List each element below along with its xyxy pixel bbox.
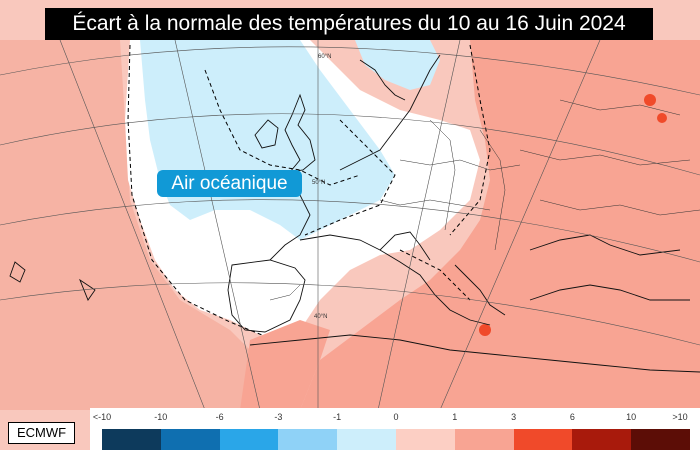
legend-tick: 6 [569, 412, 575, 422]
annotation-badge: Air océanique [157, 170, 302, 197]
legend-tick: -3 [274, 412, 283, 422]
eastern-warm-area [300, 40, 700, 410]
hot-spot-sicily [479, 324, 491, 336]
legend-tick: 3 [511, 412, 517, 422]
legend-tick: >10 [672, 412, 688, 422]
legend-swatch-3 [278, 429, 338, 450]
map-title: Écart à la normale des températures du 1… [45, 8, 653, 40]
legend-tick: -1 [333, 412, 342, 422]
legend-tick: <-10 [92, 412, 112, 422]
legend-swatch-6 [454, 429, 514, 450]
latitude-label-50: 50°N [312, 180, 325, 186]
legend-tick: 0 [393, 412, 399, 422]
legend-swatch-7 [513, 429, 573, 450]
latitude-label-60: 60°N [318, 54, 331, 60]
legend-tick: 1 [452, 412, 458, 422]
color-legend: <-10 -10 -6 -3 -1 0 1 3 6 10 >10 [90, 408, 700, 450]
legend-tick: 10 [626, 412, 637, 422]
legend-tick: -10 [154, 412, 168, 422]
legend-swatch-8 [572, 429, 632, 450]
graticule [0, 39, 700, 411]
legend-swatch-2 [219, 429, 279, 450]
legend-swatch-0 [102, 429, 161, 450]
legend-tick: -6 [215, 412, 224, 422]
country-borders [269, 99, 700, 301]
legend-swatch-4 [337, 429, 396, 450]
north-africa-warm-area [240, 320, 330, 410]
hot-spot-russia-2 [657, 113, 667, 123]
cool-anomaly-scandinavia [355, 40, 440, 90]
anomaly-contours [127, 44, 491, 336]
atlantic-warm-area [0, 40, 260, 410]
legend-swatches [102, 429, 690, 450]
hot-spot-russia-1 [644, 94, 656, 106]
latitude-label-40: 40°N [314, 314, 327, 320]
legend-swatch-1 [160, 429, 220, 450]
legend-swatch-9 [631, 429, 690, 450]
legend-swatch-5 [395, 429, 455, 450]
source-logo: ECMWF [8, 422, 75, 444]
